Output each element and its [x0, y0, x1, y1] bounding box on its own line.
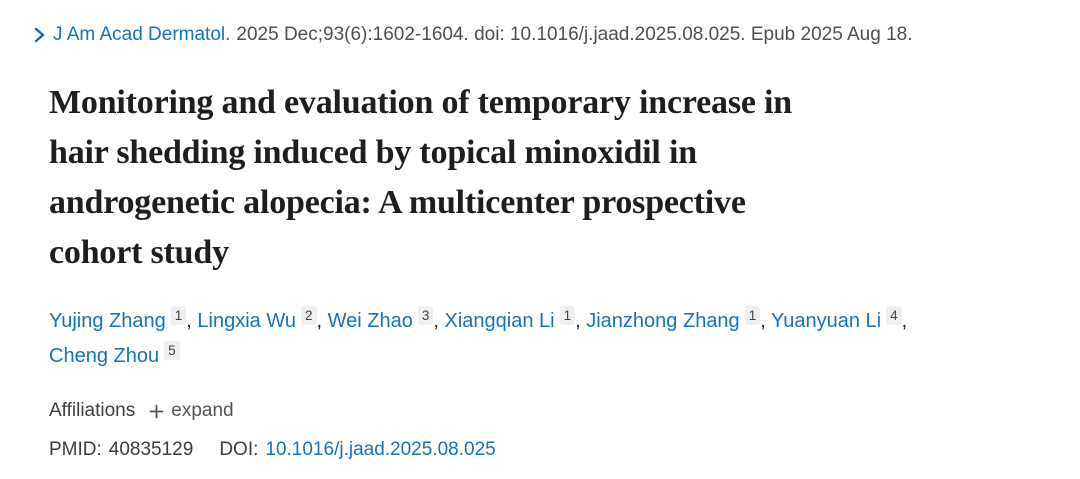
affiliations-expand-button[interactable]: expand — [149, 400, 234, 422]
doi-link[interactable]: 10.1016/j.jaad.2025.08.025 — [265, 439, 496, 460]
affiliation-superscript[interactable]: 2 — [300, 306, 317, 325]
author-item: Cheng Zhou 5 — [49, 339, 989, 374]
doi-label: DOI: — [219, 439, 259, 460]
title-line: Monitoring and evaluation of temporary i… — [49, 84, 792, 121]
pmid-label: PMID: — [49, 439, 102, 460]
chevron-right-icon — [33, 27, 46, 43]
title-line: hair shedding induced by topical minoxid… — [49, 134, 697, 171]
citation-details: 2025 Dec;93(6):1602-1604. doi: 10.1016/j… — [236, 24, 913, 45]
affiliations-row: Affiliations expand — [49, 398, 1040, 424]
journal-link[interactable]: J Am Acad Dermatol. — [53, 24, 231, 45]
author-item: Wei Zhao 3, — [327, 306, 439, 332]
author-link[interactable]: Cheng Zhou — [49, 345, 160, 367]
title-line: cohort study — [49, 234, 229, 271]
citation-row: J Am Acad Dermatol. 2025 Dec;93(6):1602-… — [33, 22, 1040, 48]
article-header: J Am Acad Dermatol. 2025 Dec;93(6):1602-… — [33, 22, 1040, 463]
author-separator: , — [186, 310, 192, 332]
author-link[interactable]: Wei Zhao — [327, 310, 413, 332]
affiliation-superscript[interactable]: 5 — [164, 341, 180, 360]
author-link[interactable]: Jianzhong Zhang — [586, 310, 740, 332]
author-separator: , — [433, 310, 439, 332]
author-separator: , — [760, 310, 766, 332]
affiliation-superscript[interactable]: 1 — [559, 306, 576, 325]
plus-icon — [149, 404, 164, 419]
affiliations-label: Affiliations — [49, 400, 136, 421]
authors-list: Yujing Zhang 1, Lingxia Wu 2, Wei Zhao 3, X… — [49, 304, 989, 374]
affiliation-superscript[interactable]: 4 — [886, 306, 902, 325]
title-line: androgenetic alopecia: A multicenter pro… — [49, 184, 746, 221]
author-separator: , — [575, 310, 581, 332]
author-item: Xiangqian Li 1, — [444, 306, 581, 332]
author-item: Jianzhong Zhang 1, — [586, 306, 766, 332]
author-item: Yujing Zhang 1, — [49, 306, 192, 332]
author-item: Yuanyuan Li 4, — [770, 306, 908, 332]
author-link[interactable]: Yuanyuan Li — [770, 310, 882, 332]
identifiers-row: PMID: 40835129 DOI: 10.1016/j.jaad.2025.… — [49, 437, 1040, 463]
expand-label: expand — [171, 400, 234, 421]
author-item: Lingxia Wu 2, — [197, 306, 323, 332]
author-link[interactable]: Yujing Zhang — [49, 310, 166, 332]
pmid-value: 40835129 — [108, 439, 194, 460]
affiliation-superscript[interactable]: 1 — [170, 306, 187, 325]
affiliation-superscript[interactable]: 3 — [417, 306, 434, 325]
author-link[interactable]: Lingxia Wu — [197, 310, 296, 332]
affiliation-superscript[interactable]: 1 — [744, 306, 761, 325]
article-title: Monitoring and evaluation of temporary i… — [49, 78, 1040, 278]
author-separator: , — [316, 310, 323, 332]
author-link[interactable]: Xiangqian Li — [444, 310, 555, 332]
author-separator: , — [901, 310, 908, 332]
